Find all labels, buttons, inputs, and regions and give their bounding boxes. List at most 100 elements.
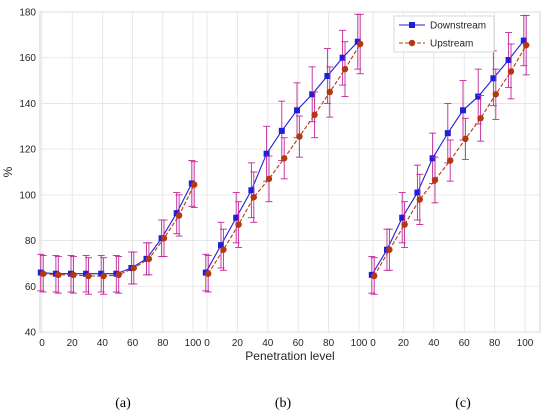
data-point-circle [85, 272, 92, 280]
y-axis-label: % [1, 166, 15, 177]
data-point-circle [220, 246, 227, 253]
legend-label-downstream: Downstream [430, 21, 486, 32]
data-point-circle [115, 271, 122, 279]
data-point-circle [160, 235, 168, 242]
legend-circle-marker [408, 39, 416, 47]
panel-label-b: (b) [275, 396, 292, 411]
data-point-circle [507, 68, 515, 75]
series-upstream [370, 14, 530, 295]
panel-b [202, 13, 364, 293]
data-point-circle [341, 65, 349, 73]
y-tick-label: 140 [19, 99, 36, 110]
data-point-square [309, 91, 316, 98]
data-point-circle [205, 270, 212, 277]
data-point-circle [191, 181, 198, 188]
x-tick-label: 60 [459, 338, 471, 349]
data-point-square [339, 54, 346, 61]
data-point-circle [265, 175, 273, 183]
y-tick-label: 80 [25, 236, 37, 247]
data-point-circle [40, 270, 47, 277]
x-tick-label: 40 [97, 338, 109, 349]
data-point-circle [523, 41, 530, 49]
data-point-square [444, 130, 451, 137]
data-point-circle [235, 221, 242, 228]
y-tick-label: 160 [19, 53, 36, 64]
x-axis-label: Penetration level [245, 349, 334, 363]
data-point-circle [447, 157, 454, 164]
y-tick-label: 40 [25, 328, 37, 339]
y-tick-label: 180 [19, 8, 36, 19]
y-tick-label: 100 [19, 190, 36, 201]
legend-entry-upstream: Upstream [399, 39, 473, 50]
data-point-square [354, 38, 361, 45]
data-point-circle [462, 135, 469, 143]
legend: Downstream Upstream [393, 15, 495, 53]
data-point-square [278, 127, 285, 134]
y-tick-label: 120 [19, 145, 36, 156]
x-tick-label: 80 [323, 338, 335, 349]
x-tick-label: 60 [127, 338, 139, 349]
data-point-circle [326, 88, 333, 96]
data-point-square [173, 210, 180, 217]
series-upstream [39, 161, 198, 295]
data-point-circle [296, 133, 303, 140]
panel-c [368, 14, 530, 295]
data-point-circle [145, 255, 153, 263]
data-point-circle [100, 272, 107, 280]
grid-lines [40, 11, 540, 333]
x-tick-label: 0 [204, 338, 210, 349]
panels [37, 13, 530, 295]
x-tick-label: 100 [517, 338, 534, 349]
legend-square-marker [409, 22, 415, 28]
data-point-circle [477, 115, 484, 122]
x-tick-label: 80 [157, 338, 169, 349]
data-point-square [520, 37, 527, 44]
y-tick-label: 60 [25, 282, 37, 293]
panel-a [37, 160, 198, 295]
x-tick-label: 100 [185, 338, 202, 349]
data-point-square [83, 270, 90, 277]
data-point-circle [250, 193, 257, 201]
data-point-square [233, 214, 240, 221]
data-point-square [324, 73, 331, 79]
x-tick-label: 80 [489, 338, 501, 349]
legend-label-upstream: Upstream [430, 39, 473, 50]
data-point-circle [386, 246, 393, 253]
data-point-circle [416, 196, 423, 203]
data-point-square [475, 93, 482, 100]
panel-label-c: (c) [455, 396, 471, 411]
data-point-square [218, 242, 224, 249]
x-tick-label: 0 [370, 338, 376, 349]
data-point-circle [281, 155, 288, 162]
data-point-circle [130, 264, 137, 272]
plot-area [39, 11, 541, 333]
series-upstream [204, 13, 364, 293]
panel-label-a: (a) [115, 396, 131, 411]
data-point-circle [371, 272, 378, 280]
x-tick-label: 20 [232, 338, 244, 349]
data-point-square [98, 270, 105, 277]
data-point-circle [492, 91, 499, 98]
data-point-circle [401, 221, 408, 228]
data-point-square [263, 150, 270, 157]
data-point-square [505, 57, 512, 63]
x-tick-label: 40 [428, 338, 440, 349]
x-tick-label: 20 [67, 338, 79, 349]
data-point-circle [55, 271, 62, 279]
legend-entry-downstream: Downstream [399, 21, 486, 32]
data-point-circle [70, 271, 77, 279]
x-tick-label: 40 [262, 338, 274, 349]
x-tick-label: 60 [293, 338, 305, 349]
data-point-circle [357, 40, 364, 48]
data-point-square [414, 189, 421, 196]
data-point-circle [311, 111, 318, 119]
data-point-square [460, 107, 466, 114]
series-downstream [202, 13, 362, 292]
data-point-square [490, 75, 497, 82]
data-point-square [429, 155, 436, 162]
data-point-square [248, 187, 255, 194]
data-point-square [399, 214, 406, 221]
